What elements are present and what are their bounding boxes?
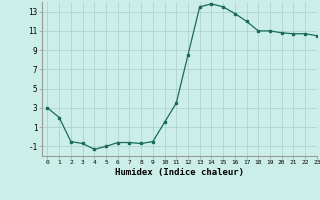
X-axis label: Humidex (Indice chaleur): Humidex (Indice chaleur) bbox=[115, 168, 244, 177]
